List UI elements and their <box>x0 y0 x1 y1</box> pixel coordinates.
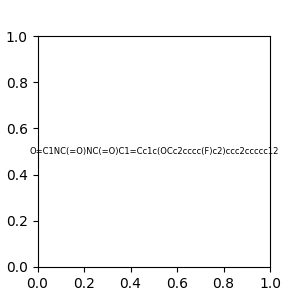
Text: O=C1NC(=O)NC(=O)C1=Cc1c(OCc2cccc(F)c2)ccc2ccccc12: O=C1NC(=O)NC(=O)C1=Cc1c(OCc2cccc(F)c2)cc… <box>29 147 278 156</box>
